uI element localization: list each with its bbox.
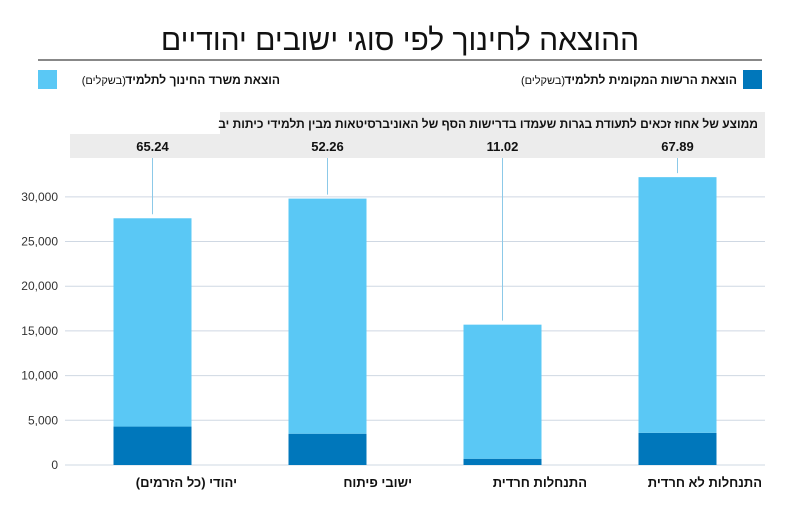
bar-segment-ministry bbox=[113, 218, 192, 427]
svg-text:הוצאת הרשות המקומית לתלמיד: הוצאת הרשות המקומית לתלמיד (בשקלים) bbox=[521, 73, 737, 87]
stat-value: 67.89 bbox=[661, 139, 694, 154]
bar-segment-ministry bbox=[288, 198, 367, 434]
bar-segment-ministry bbox=[638, 177, 717, 433]
category-label: ישובי פיתוח bbox=[343, 475, 412, 490]
category-label: יהודי (כל הזרמים) bbox=[136, 475, 237, 490]
category-label: התנחלות חרדית bbox=[493, 475, 587, 490]
bar-segment-local bbox=[288, 433, 367, 465]
legend-suffix-local: (בשקלים) bbox=[521, 74, 565, 87]
y-axis: 30,000 25,000 20,000 15,000 10,000 5,000 0 bbox=[21, 190, 58, 472]
y-tick-label: 5,000 bbox=[28, 413, 58, 427]
bars bbox=[113, 177, 717, 465]
category-label: התנחלות לא חרדית bbox=[648, 475, 762, 490]
y-tick-label: 30,000 bbox=[21, 190, 58, 204]
bar-segment-local bbox=[463, 458, 542, 465]
y-tick-label: 25,000 bbox=[21, 235, 58, 249]
stat-values: 65.24 52.26 11.02 67.89 bbox=[136, 139, 694, 154]
svg-text:הוצאת משרד החינוך לתלמיד: הוצאת משרד החינוך לתלמיד (בשקלים) bbox=[82, 73, 280, 87]
y-tick-label: 15,000 bbox=[21, 324, 58, 338]
legend-item-local: הוצאת הרשות המקומית לתלמיד (בשקלים) bbox=[521, 70, 762, 89]
legend-label-local: הוצאת הרשות המקומית לתלמיד bbox=[564, 73, 737, 87]
chart-title: ההוצאה לחינוך לפי סוגי ישובים יהודיים bbox=[161, 24, 639, 57]
stat-value: 65.24 bbox=[136, 139, 169, 154]
legend-suffix-ministry: (בשקלים) bbox=[82, 74, 126, 87]
stat-value: 52.26 bbox=[311, 139, 344, 154]
legend-label-ministry: הוצאת משרד החינוך לתלמיד bbox=[125, 73, 280, 87]
stat-label-bg bbox=[220, 112, 765, 134]
stat-values-bg bbox=[70, 134, 765, 158]
stat-label: ממוצע של אחוז זכאים לתעודת בגרות שעמדו ב… bbox=[218, 117, 758, 131]
y-tick-label: 0 bbox=[51, 458, 58, 472]
legend-swatch-ministry bbox=[38, 70, 57, 89]
legend-item-ministry: הוצאת משרד החינוך לתלמיד (בשקלים) bbox=[38, 70, 280, 89]
stat-value: 11.02 bbox=[487, 139, 519, 154]
category-labels: יהודי (כל הזרמים) ישובי פיתוח התנחלות חרדי… bbox=[136, 475, 762, 490]
legend-swatch-local bbox=[743, 70, 762, 89]
connectors bbox=[152, 158, 678, 321]
legend: הוצאת משרד החינוך לתלמיד (בשקלים) הוצאת … bbox=[38, 70, 762, 89]
y-tick-label: 20,000 bbox=[21, 279, 58, 293]
bar-segment-local bbox=[638, 432, 717, 465]
y-tick-label: 10,000 bbox=[21, 369, 58, 383]
bar-segment-ministry bbox=[463, 324, 542, 459]
bar-segment-local bbox=[113, 426, 192, 465]
